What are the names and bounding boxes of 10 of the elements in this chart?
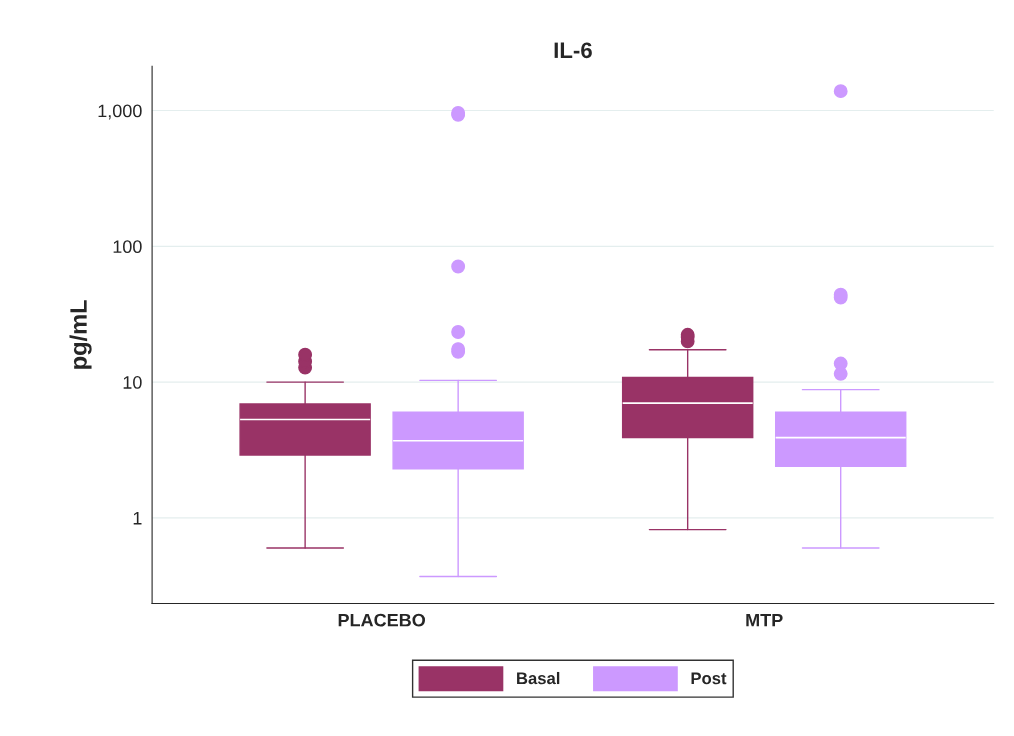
y-tick-label: 10 xyxy=(123,376,142,389)
legend-label: Post xyxy=(691,672,727,685)
legend-label: Basal xyxy=(517,671,560,685)
x-tick-label: PLACEBO xyxy=(338,613,426,627)
y-axis-title: pg/mL xyxy=(69,300,92,369)
chart-title: IL-6 xyxy=(554,42,592,59)
y-tick-label: 1 xyxy=(133,512,142,525)
x-tick-label: MTP xyxy=(746,613,783,627)
y-tick-label: 100 xyxy=(113,240,142,254)
y-tick-label: 1,000 xyxy=(98,104,142,120)
